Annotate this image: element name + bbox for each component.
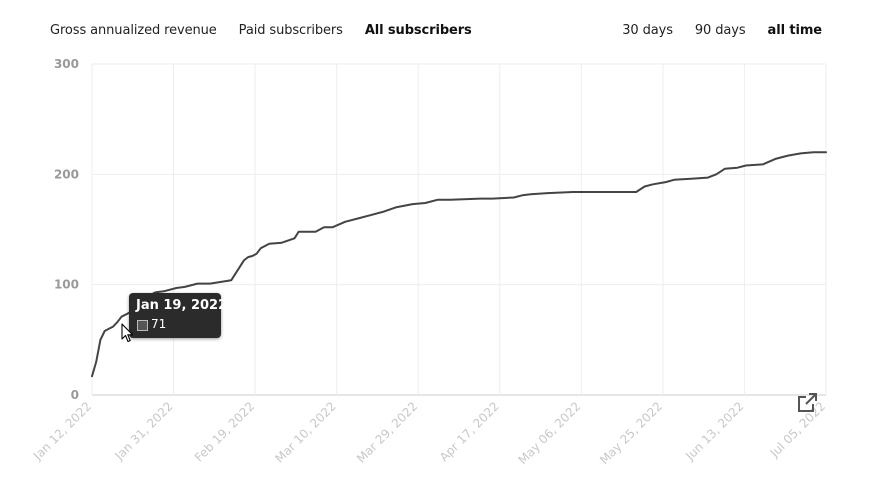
tab-paid-subscribers[interactable]: Paid subscribers	[238, 23, 343, 38]
chart-tooltip: Jan 19, 2022 71	[129, 293, 227, 338]
metric-tabs: Gross annualized revenue Paid subscriber…	[50, 23, 472, 38]
tab-gross-annualized-revenue[interactable]: Gross annualized revenue	[50, 23, 217, 38]
x-tick-label: May 25, 2022	[597, 399, 665, 467]
series-layer	[91, 151, 827, 378]
x-tick-label: Mar 10, 2022	[272, 399, 338, 465]
tab-90-days[interactable]: 90 days	[694, 23, 746, 38]
tooltip-date: Jan 19, 2022	[136, 298, 228, 313]
x-tick-label: Feb 19, 2022	[192, 399, 257, 464]
y-tick-label: 100	[54, 278, 79, 292]
chart-grid	[91, 63, 827, 396]
tab-all-time[interactable]: all time	[767, 23, 823, 38]
x-tick-label: Jun 13, 2022	[682, 399, 746, 463]
range-tabs: 30 days 90 days all time	[622, 23, 822, 38]
x-tick-label: Jan 12, 2022	[30, 399, 94, 463]
y-tick-label: 0	[71, 388, 79, 402]
y-axis: 0 100 200 300	[54, 57, 79, 402]
tooltip-swatch	[137, 320, 148, 331]
y-tick-label: 300	[54, 57, 79, 71]
external-link-icon[interactable]	[795, 391, 819, 415]
x-tick-label: Apr 17, 2022	[437, 399, 502, 464]
tooltip-value: 71	[151, 317, 167, 331]
x-axis: Jan 12, 2022 Jan 31, 2022 Feb 19, 2022 Mar …	[30, 399, 828, 467]
tab-all-subscribers[interactable]: All subscribers	[364, 23, 472, 38]
x-tick-label: May 06, 2022	[516, 399, 584, 467]
series-line	[91, 151, 827, 378]
x-tick-label: Mar 29, 2022	[354, 399, 420, 465]
y-tick-label: 200	[54, 167, 79, 181]
tab-30-days[interactable]: 30 days	[622, 23, 673, 38]
x-tick-label: Jan 31, 2022	[112, 399, 176, 463]
mouse-pointer-icon	[121, 323, 134, 343]
